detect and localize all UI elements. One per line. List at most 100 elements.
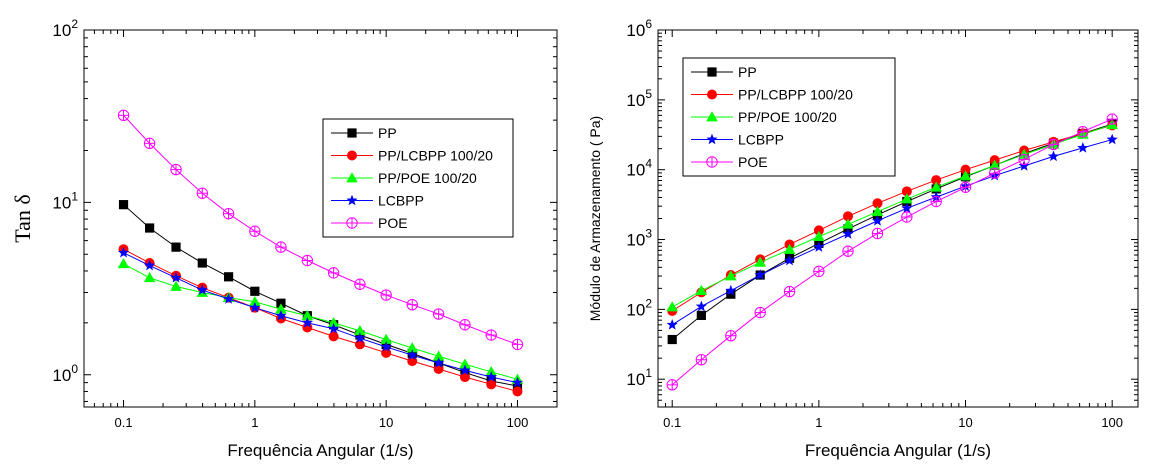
data-point: [380, 333, 392, 344]
data-point: [117, 109, 130, 121]
series-line: [123, 114, 518, 345]
x-tick-label: 1: [815, 415, 822, 430]
data-point: [485, 371, 497, 382]
y-tick-label: 104: [626, 157, 652, 180]
data-point: [959, 181, 972, 193]
data-point: [988, 159, 1001, 170]
data-point: [223, 272, 234, 282]
data-point: [145, 223, 155, 233]
data-point: [959, 170, 972, 181]
data-point: [144, 259, 156, 271]
data-point: [726, 289, 736, 299]
data-point: [872, 198, 883, 209]
series-line: [671, 124, 1113, 308]
y-axis-title: Módulo de Armazenamento ( Pa): [587, 116, 603, 321]
y-tick-label: 102: [52, 17, 78, 40]
data-point: [380, 341, 392, 352]
data-point: [667, 334, 677, 345]
data-point: [901, 202, 913, 214]
data-point: [1047, 150, 1060, 162]
data-point: [988, 167, 1001, 179]
data-point: [512, 381, 523, 391]
data-point: [871, 227, 884, 240]
data-point: [871, 214, 884, 226]
data-point: [695, 300, 707, 312]
data-point: [301, 309, 314, 321]
data-point: [1106, 113, 1118, 125]
data-point: [328, 322, 340, 334]
x-tick-label: 0.1: [663, 415, 681, 430]
data-point: [842, 245, 854, 257]
data-point: [275, 309, 287, 321]
data-point: [354, 324, 366, 336]
data-point: [842, 218, 854, 229]
data-point: [666, 318, 678, 330]
data-point: [222, 293, 235, 304]
series-line: [123, 248, 518, 392]
legend-marker: [706, 133, 718, 145]
y-axis-title: Tan δ: [10, 194, 35, 243]
data-point: [459, 319, 471, 331]
data-point: [901, 193, 913, 204]
data-point: [754, 269, 766, 280]
legend-label: PP: [378, 125, 397, 141]
legend-marker: [707, 67, 717, 77]
y-tick-label: 101: [626, 366, 652, 389]
data-point: [930, 195, 942, 208]
x-axis-title: Frequência Angular (1/s): [805, 441, 991, 460]
data-point: [249, 295, 261, 307]
data-point: [695, 354, 708, 366]
series-line: [123, 263, 518, 380]
legend-marker: [707, 89, 717, 100]
data-point: [813, 230, 825, 241]
x-tick-label: 10: [379, 415, 393, 430]
data-point: [249, 301, 261, 313]
data-point: [486, 379, 497, 390]
data-point: [485, 329, 497, 341]
legend-label: PP/POE 100/20: [378, 170, 477, 186]
data-point: [276, 298, 286, 308]
data-point: [249, 225, 261, 237]
data-point: [327, 317, 340, 328]
data-point: [327, 267, 340, 279]
data-point: [354, 278, 366, 290]
data-point: [432, 350, 445, 361]
series-poe: [666, 113, 1118, 391]
data-point: [196, 284, 208, 295]
data-point: [1018, 153, 1030, 166]
data-point: [170, 271, 182, 283]
data-point: [171, 242, 181, 252]
data-point: [783, 285, 796, 298]
data-point: [354, 339, 365, 350]
data-point: [459, 364, 471, 376]
data-point: [328, 331, 339, 342]
data-point: [783, 254, 796, 266]
x-tick-label: 100: [1101, 415, 1123, 430]
data-point: [406, 298, 418, 311]
data-point: [433, 363, 444, 374]
x-tick-label: 100: [507, 415, 529, 430]
y-tick-label: 105: [626, 87, 652, 110]
data-point: [459, 372, 470, 383]
series-pp-poe-100-20: [666, 118, 1118, 312]
data-point: [871, 205, 884, 217]
data-point: [143, 272, 156, 283]
data-point: [275, 241, 287, 253]
x-tick-label: 1: [251, 415, 258, 430]
data-point: [842, 228, 854, 239]
data-point: [813, 241, 825, 252]
y-tick-label: 102: [626, 296, 652, 319]
series-poe: [117, 109, 524, 351]
legend-marker: [347, 128, 357, 138]
data-point: [813, 225, 824, 236]
data-point: [301, 254, 314, 267]
legend-marker: [347, 150, 357, 161]
data-point: [406, 342, 419, 353]
data-point: [406, 349, 418, 360]
series-line: [123, 204, 518, 387]
data-point: [117, 258, 130, 269]
legend-marker: [346, 217, 358, 229]
series-line: [671, 123, 1113, 340]
data-point: [170, 163, 182, 176]
data-point: [725, 329, 737, 342]
